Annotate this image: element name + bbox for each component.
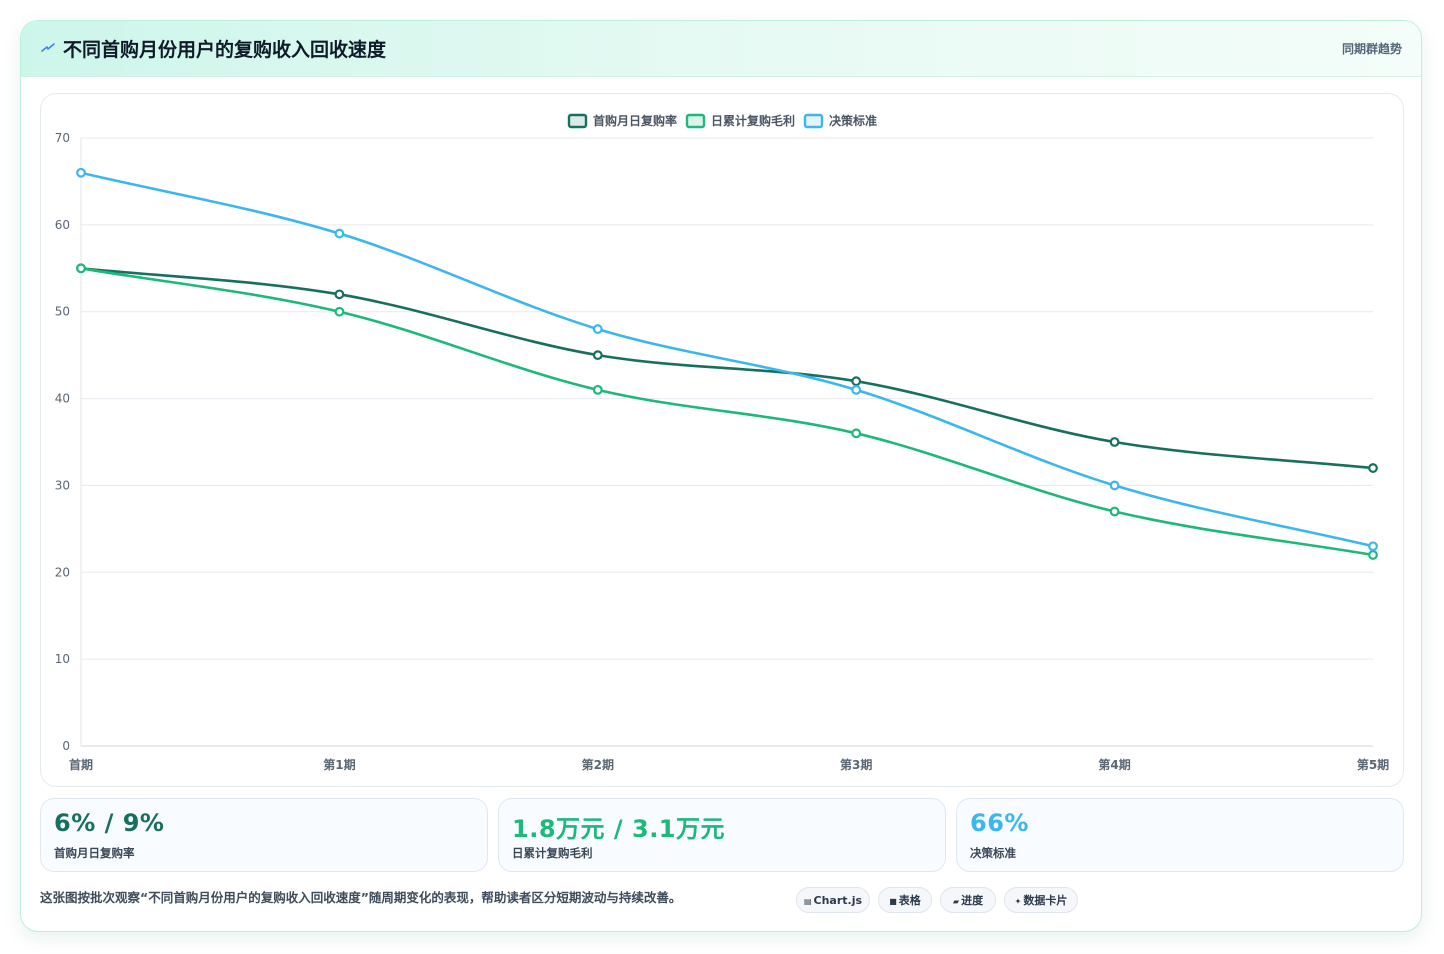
legend-label: 决策标准 xyxy=(829,113,877,128)
stat-value: 66% xyxy=(970,809,1029,837)
stat-card-gross-profit: 1.8万元 / 3.1万元 日累计复购毛利 xyxy=(498,798,946,872)
x-tick-label: 第3期 xyxy=(840,757,872,772)
data-point-series-2 xyxy=(1368,550,1378,560)
legend-swatch xyxy=(803,113,824,129)
series-line-1 xyxy=(80,266,1374,470)
data-point-series-2 xyxy=(334,306,345,317)
series-line-2 xyxy=(80,267,1374,557)
x-tick-label: 第5期 xyxy=(1357,757,1389,772)
y-tick-label: 20 xyxy=(55,565,70,579)
page-title: 不同首购月份用户的复购收入回收速度 xyxy=(63,39,387,61)
stat-label: 决策标准 xyxy=(970,846,1016,860)
line-chart: 0 10 20 30 40 50 60 70 首期 第1期 第2期 第3期 第4期 第5期 首购月日复购率 日… xyxy=(55,113,1389,772)
x-tick-label: 第1期 xyxy=(323,757,355,772)
pill-chartjs[interactable]: ▤ Chart.js xyxy=(796,887,870,913)
chart-card: 不同首购月份用户的复购收入回收速度 同期群趋势 0 10 20 30 40 50 60 70 首… xyxy=(20,20,1422,932)
x-tick-label: 第2期 xyxy=(582,757,614,772)
x-tick-label: 第4期 xyxy=(1098,757,1130,772)
card-header: 不同首购月份用户的复购收入回收速度 同期群趋势 xyxy=(21,21,1421,77)
series-line-3 xyxy=(80,171,1374,548)
legend-swatch xyxy=(685,113,706,129)
pill-progress[interactable]: ▰ 进度 xyxy=(940,887,996,913)
table-icon: ■ xyxy=(889,897,897,906)
data-point-series-2 xyxy=(592,384,603,395)
pill-label: Chart.js xyxy=(813,894,863,907)
stat-label: 日累计复购毛利 xyxy=(512,846,593,860)
stat-value: 6% / 9% xyxy=(54,809,165,837)
data-point-series-3 xyxy=(592,324,603,334)
pill-label: 进度 xyxy=(961,894,984,907)
data-point-series-1 xyxy=(334,289,345,300)
sparkle-icon: ✦ xyxy=(1014,897,1022,906)
stat-card-repurchase-rate: 6% / 9% 首购月日复购率 xyxy=(40,798,488,872)
x-tick-label: 首期 xyxy=(69,757,93,772)
y-tick-label: 70 xyxy=(55,131,70,145)
data-point-series-3 xyxy=(1368,541,1378,552)
data-point-series-3 xyxy=(1109,480,1120,491)
data-point-series-1 xyxy=(851,376,862,387)
y-tick-label: 0 xyxy=(62,739,70,753)
data-point-series-1 xyxy=(1109,437,1120,447)
data-point-series-2 xyxy=(1109,506,1120,517)
data-point-series-1 xyxy=(592,350,603,361)
legend-swatch xyxy=(567,113,588,129)
y-tick-label: 40 xyxy=(55,392,70,406)
chart-icon: ▤ xyxy=(803,897,812,906)
data-point-series-3 xyxy=(76,167,86,178)
data-point-series-1 xyxy=(1368,463,1378,473)
chart-footnote: 这张图按批次观察“不同首购月份用户的复购收入回收速度”随周期变化的表现，帮助读者… xyxy=(40,890,682,905)
pill-label: 数据卡片 xyxy=(1023,894,1068,907)
data-point-series-3 xyxy=(334,228,345,239)
chart-panel: 0 10 20 30 40 50 60 70 首期 第1期 第2期 第3期 第4期 第5期 首购月日复购率 日… xyxy=(40,93,1404,787)
data-point-series-2 xyxy=(76,263,86,274)
header-tag: 同期群趋势 xyxy=(1341,42,1402,56)
spark-icon xyxy=(41,43,55,52)
pill-table[interactable]: ■ 表格 xyxy=(878,887,932,913)
stat-card-decision-standard: 66% 决策标准 xyxy=(956,798,1404,872)
progress-icon: ▰ xyxy=(952,897,960,906)
pill-label: 表格 xyxy=(898,894,921,907)
y-tick-label: 60 xyxy=(55,218,70,232)
legend-label: 首购月日复购率 xyxy=(593,113,677,128)
y-tick-label: 50 xyxy=(55,305,70,319)
y-tick-label: 10 xyxy=(55,652,70,666)
pill-data-card[interactable]: ✦ 数据卡片 xyxy=(1004,887,1078,913)
stat-value: 1.8万元 / 3.1万元 xyxy=(512,815,726,843)
data-point-series-3 xyxy=(851,384,862,395)
legend-label: 日累计复购毛利 xyxy=(711,113,795,128)
y-tick-label: 30 xyxy=(55,478,70,492)
stat-label: 首购月日复购率 xyxy=(54,846,135,860)
data-point-series-2 xyxy=(851,428,862,439)
